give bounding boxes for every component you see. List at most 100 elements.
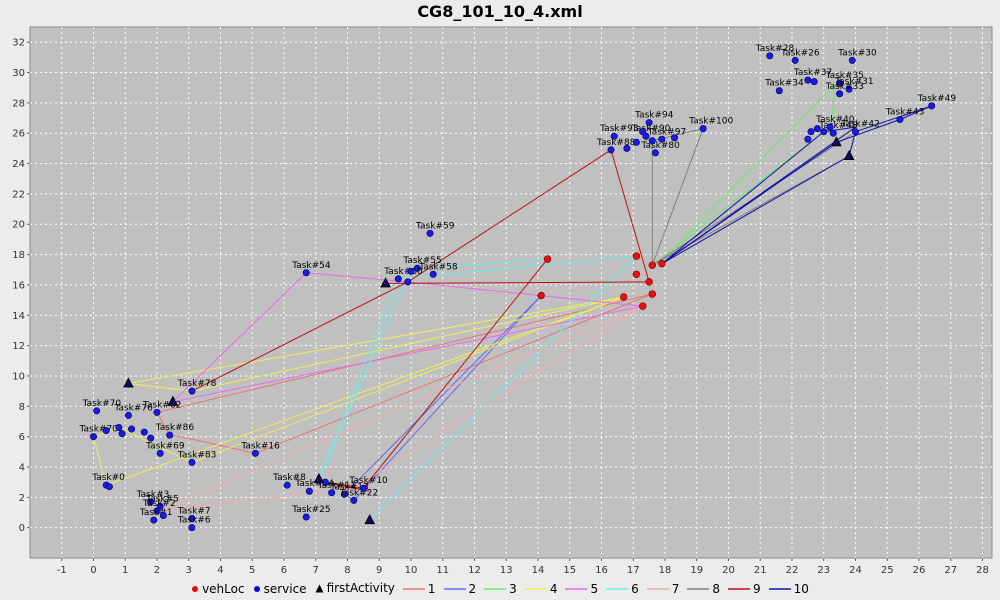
service-point-label: Task#40: [815, 115, 855, 125]
service-point-label: Task#93: [599, 124, 638, 134]
service-point: [851, 128, 859, 136]
vehloc-point: [537, 291, 545, 300]
vehloc-point: [648, 290, 656, 298]
route-9-line: [325, 258, 548, 492]
service-point-label: Task#60: [383, 267, 423, 277]
route-4-line: [128, 296, 624, 392]
service-point-label: Task#88: [596, 138, 636, 148]
first-activity-marker: [313, 473, 325, 484]
service-point: [829, 129, 837, 137]
service-point: [153, 507, 161, 515]
service-point: [302, 269, 310, 277]
service-point-label: Task#11: [317, 481, 356, 491]
x-tick-label: 0: [90, 565, 96, 576]
y-tick-label: 8: [19, 402, 25, 413]
y-tick-label: 24: [12, 159, 25, 170]
route-2-line: [343, 295, 542, 501]
service-point: [302, 513, 310, 521]
route-7-line: [156, 305, 644, 512]
service-point-label: Task#90: [631, 124, 671, 134]
x-tick-label: 22: [786, 565, 799, 576]
service-point: [147, 498, 155, 506]
service-point: [610, 132, 618, 140]
service-point-label: Task#58: [418, 262, 458, 272]
service-point: [407, 267, 415, 275]
y-tick-label: 30: [12, 68, 25, 79]
service-point: [804, 135, 812, 143]
service-point-label: Task#14: [294, 479, 334, 489]
legend-label: firstActivity: [326, 581, 395, 595]
service-point: [328, 489, 336, 497]
service-point-label: Task#94: [634, 111, 674, 121]
x-tick-label: 9: [376, 565, 382, 576]
service-point-label: Task#1: [139, 508, 173, 518]
y-tick-label: 0: [19, 523, 25, 534]
scatter-plot: -1 0 1 2 3 4 5 6 7 8 9 10 11 12 13 14 15 16 17 18 19 20 21 22 23…: [12, 26, 993, 576]
first-activity-marker: [831, 136, 842, 147]
route-1-line: [156, 293, 653, 454]
service-point: [699, 125, 707, 133]
y-tick-label: 14: [12, 311, 25, 322]
service-point: [89, 433, 97, 441]
y-tick-label: 20: [12, 220, 25, 231]
route-8-line: [651, 127, 704, 266]
service-point: [305, 487, 313, 495]
service-point-label: Task#78: [177, 379, 217, 389]
first-activity-marker: [123, 377, 134, 388]
x-tick-label: 26: [913, 565, 926, 576]
legend-label: 3: [509, 581, 517, 596]
service-point-label: Task#2: [142, 499, 176, 509]
x-tick-label: 18: [659, 565, 672, 576]
vehloc-point: [639, 302, 647, 310]
service-point: [150, 516, 158, 524]
y-tick-label: 12: [12, 341, 25, 352]
service-point: [810, 78, 818, 86]
legend-label: vehLoc: [202, 581, 245, 596]
vehloc-point: [648, 261, 656, 269]
x-tick-label: 10: [405, 565, 418, 576]
x-tick-label: 5: [249, 565, 255, 576]
service-point: [896, 116, 904, 124]
service-point: [632, 138, 640, 146]
legend-item: 9: [728, 582, 761, 596]
service-point-label: Task#0: [91, 473, 125, 483]
service-point-label: Task#16: [240, 441, 280, 451]
first-activity-marker: [167, 395, 179, 406]
x-tick-label: 12: [468, 565, 481, 576]
service-point: [658, 135, 666, 143]
service-point-label: Task#6: [177, 516, 211, 526]
service-point: [671, 134, 679, 142]
legend-item: 4: [524, 582, 557, 596]
x-tick-label: 24: [849, 565, 862, 576]
service-point-label: Task#86: [155, 423, 195, 433]
legend-item: vehLoc: [191, 582, 245, 596]
y-tick-label: 6: [19, 432, 25, 443]
y-tick-label: 22: [12, 189, 25, 200]
service-point: [140, 428, 148, 436]
x-tick-label: 4: [217, 565, 223, 576]
service-point-label: Task#33: [825, 82, 864, 92]
service-point-label: Task#7: [177, 507, 211, 517]
y-tick-label: 10: [12, 371, 25, 382]
service-point-label: Task#13: [329, 482, 368, 492]
legend-label: 6: [631, 581, 639, 596]
x-tick-label: 13: [500, 565, 513, 576]
service-point: [340, 490, 348, 498]
service-point-label: Task#69: [145, 441, 185, 451]
service-point-label: Task#30: [837, 48, 877, 58]
first-activity-marker: [380, 277, 391, 288]
legend-label: 8: [712, 581, 721, 596]
y-tick-label: 28: [12, 98, 25, 109]
service-point-label: Task#8: [272, 473, 306, 483]
service-point: [188, 458, 196, 466]
service-point-label: Task#28: [755, 44, 795, 54]
legend-item: 8: [687, 582, 720, 596]
x-tick-label: 23: [817, 565, 830, 576]
x-tick-label: 15: [563, 565, 576, 576]
service-point: [623, 144, 631, 152]
route-3-line: [651, 81, 838, 266]
service-point-label: Task#34: [764, 79, 804, 89]
service-point: [429, 270, 437, 278]
legend-item: 5: [565, 582, 598, 596]
route-9-line: [191, 149, 650, 392]
